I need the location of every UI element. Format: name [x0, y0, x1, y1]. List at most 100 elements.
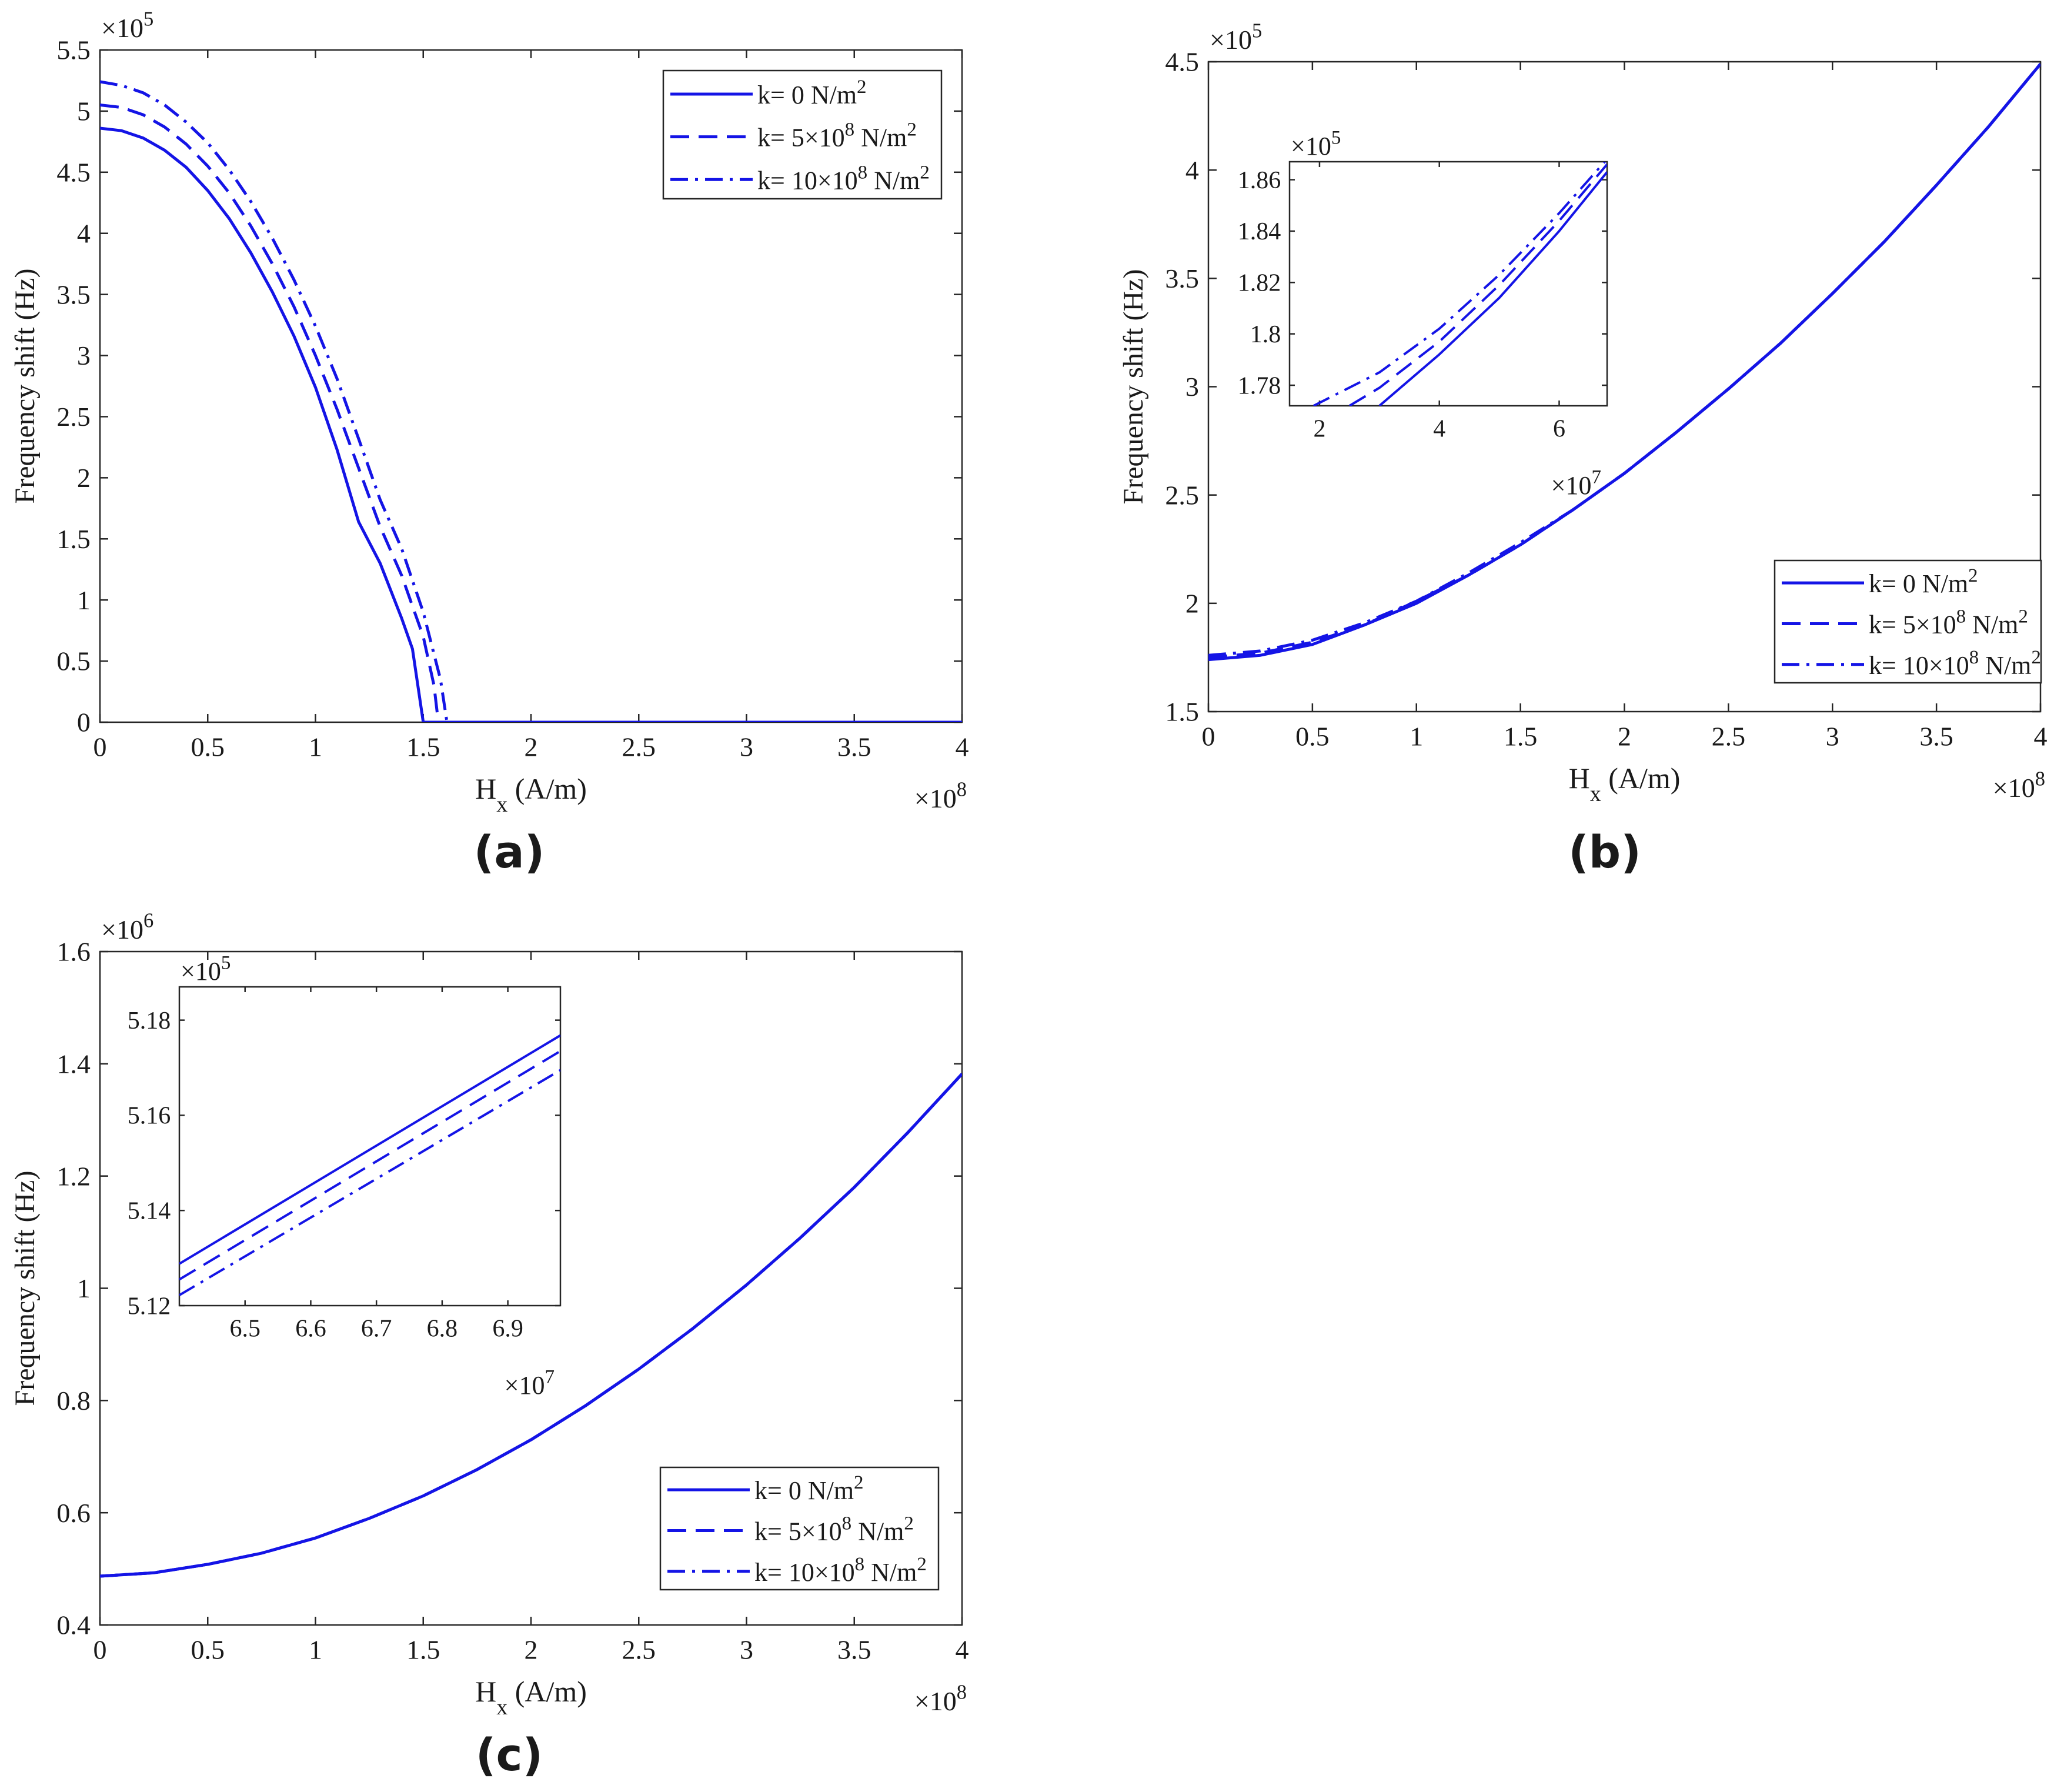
y-multiplier: ×105: [1210, 20, 1262, 55]
x-multiplier: ×108: [914, 1681, 967, 1716]
panel-label-b: (b): [1568, 826, 1641, 878]
x-tick-label: 0: [1202, 722, 1215, 752]
legend-sup: 8: [858, 162, 868, 183]
x-label-sub: x: [1590, 782, 1601, 806]
legend-entry: k= 10×108 N/m2: [757, 162, 930, 195]
legend-entry: k= 0 N/m2: [754, 1472, 864, 1505]
x-label-unit: (A/m): [507, 772, 587, 805]
x-tick-label: 4: [1433, 416, 1445, 443]
x-tick-label: 0: [93, 732, 107, 762]
x-tick-label: 3: [740, 732, 753, 762]
panel-labels: (a) (b) (c): [474, 826, 1641, 1781]
legend-text: k= 10×10: [754, 1558, 855, 1587]
x-multiplier-base: ×10: [1993, 773, 2035, 803]
panel-label-a: (a): [474, 826, 545, 878]
y-multiplier: ×106: [101, 910, 153, 945]
x-tick-label: 3.5: [1919, 722, 1953, 752]
legend-text: N/m: [854, 124, 907, 152]
y-tick-label: 3: [1185, 372, 1199, 402]
panel-a: 0 0.5 1 1.5 2 2.5 3 3.5 4 0 0.5 1 1.5 2 2.5 3 3.5 4 4.5 5 5.…: [9, 8, 969, 817]
x-tick-label: 2.5: [1712, 722, 1746, 752]
inset-x-multiplier: ×107: [505, 1367, 555, 1400]
legend-sup: 2: [904, 1513, 914, 1534]
x-tick-label: 0.5: [191, 732, 225, 762]
legend-entry: k= 5×108 N/m2: [1869, 606, 2028, 639]
y-multiplier-base: ×10: [101, 13, 143, 43]
legend-sup: 8: [842, 1513, 852, 1534]
y-tick-label: 1.4: [56, 1049, 91, 1079]
legend-entry: k= 10×108 N/m2: [754, 1554, 927, 1587]
inset-plot: 2 4 61.781.81.821.841.86×107×105: [1238, 128, 1608, 500]
series-line-dashdot: [100, 80, 449, 722]
y-tick-label: 0.5: [56, 646, 91, 676]
y-tick-label: 0.4: [56, 1610, 91, 1640]
x-label-main: H: [1569, 762, 1590, 795]
x-label-sub: x: [496, 792, 507, 817]
legend-box: [659, 1466, 940, 1591]
x-tick-label: 6.7: [361, 1316, 392, 1343]
x-label-unit: (A/m): [1601, 762, 1681, 795]
x-tick-label: 2: [525, 732, 538, 762]
legend-text: k= 10×10: [1869, 651, 1969, 680]
inset-y-multiplier-exp: 5: [221, 953, 231, 974]
y-tick-label: 2.5: [1165, 480, 1199, 510]
y-multiplier: ×105: [101, 8, 153, 43]
legend-sup: 2: [857, 76, 867, 98]
y-tick-label: 5.16: [128, 1103, 171, 1130]
x-label-main: H: [475, 1675, 496, 1708]
y-tick-label: 2: [77, 463, 91, 493]
x-multiplier: ×108: [1993, 768, 2045, 803]
y-axis-label: Frequency shift (Hz): [1118, 269, 1149, 505]
x-tick-label: 1: [309, 732, 322, 762]
legend-text: N/m: [864, 1558, 917, 1587]
y-tick-label: 1.8: [1250, 321, 1281, 348]
series-line-dash: [179, 1050, 560, 1281]
x-tick-label: 3: [740, 1635, 753, 1665]
y-multiplier-exp: 5: [143, 8, 153, 31]
x-tick-label: 2.5: [622, 732, 656, 762]
y-tick-label: 5.14: [128, 1197, 171, 1224]
y-multiplier-exp: 5: [1252, 20, 1262, 42]
legend-sup: 2: [2018, 606, 2028, 627]
x-label-main: H: [475, 772, 496, 805]
inset-frame: [1288, 161, 1608, 407]
x-multiplier: ×108: [914, 779, 967, 813]
x-multiplier-base: ×10: [914, 1686, 957, 1716]
x-multiplier-exp: 8: [2035, 768, 2045, 790]
legend-sup: 8: [1956, 606, 1966, 627]
inset-x-multiplier-base: ×10: [1551, 471, 1592, 500]
y-tick-label: 4.5: [1165, 47, 1199, 77]
legend-sup: 2: [920, 162, 930, 183]
y-tick-label: 0.8: [56, 1386, 91, 1416]
series-line-solid: [179, 1034, 560, 1265]
inset-y-multiplier-exp: 5: [1331, 128, 1341, 149]
y-tick-label: 2.5: [56, 402, 91, 432]
y-axis-label: Frequency shift (Hz): [9, 1171, 41, 1406]
x-tick-label: 0.5: [1295, 722, 1330, 752]
legend-text: k= 5×10: [757, 124, 845, 152]
x-tick-label: 2: [1313, 416, 1325, 443]
legend-text: k= 0 N/m: [1869, 569, 1968, 598]
x-tick-label: 1.5: [406, 1635, 440, 1665]
legend-text: k= 0 N/m: [757, 81, 857, 109]
x-tick-label: 1.5: [1504, 722, 1538, 752]
series-line-dashdot: [1208, 63, 2040, 657]
y-axis-label: Frequency shift (Hz): [9, 269, 41, 504]
x-tick-label: 3.5: [837, 732, 871, 762]
legend-entry: k= 0 N/m2: [757, 76, 867, 109]
legend-entry: k= 0 N/m2: [1869, 565, 1978, 598]
inset-frame: [178, 986, 562, 1307]
x-tick-label: 6: [1553, 416, 1565, 443]
legend-text: k= 10×10: [757, 166, 858, 195]
legend-text: N/m: [1966, 610, 2018, 639]
y-tick-label: 0: [77, 708, 91, 738]
x-multiplier-exp: 8: [957, 1681, 967, 1704]
inset-x-multiplier: ×107: [1551, 467, 1601, 500]
legend-entry: k= 5×108 N/m2: [757, 119, 917, 152]
y-tick-label: 4.5: [56, 157, 91, 187]
series-line-solid: [100, 126, 962, 722]
y-tick-label: 1.5: [1165, 697, 1199, 727]
x-tick-label: 4: [956, 1635, 969, 1665]
series-line-dashdot: [1312, 162, 1607, 406]
